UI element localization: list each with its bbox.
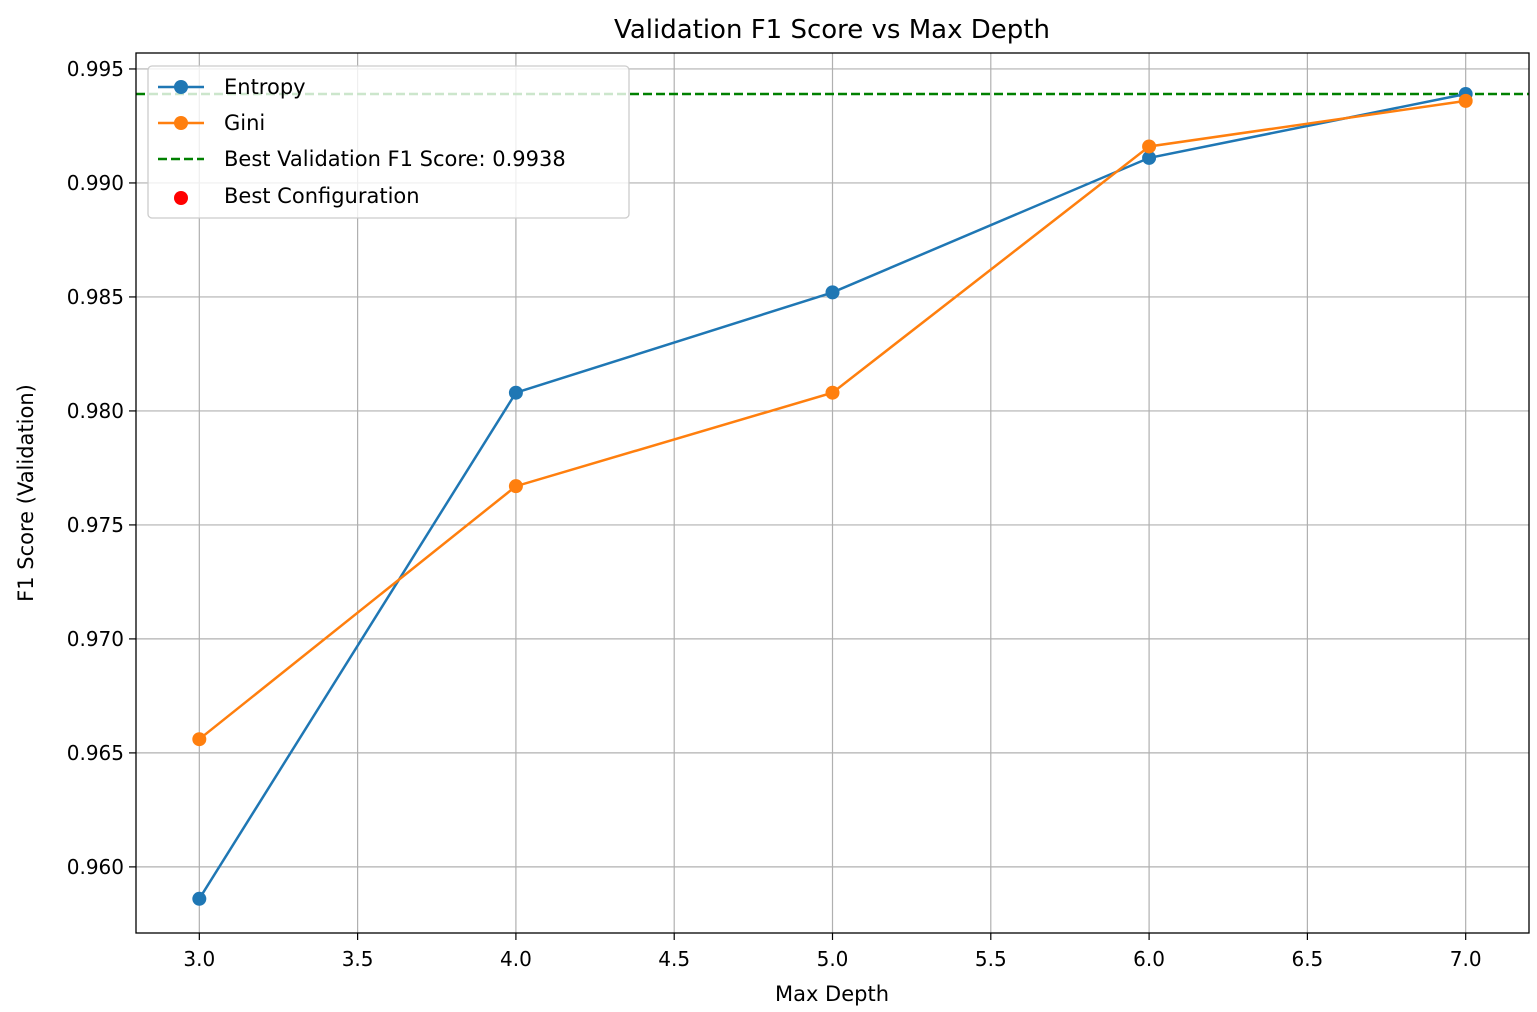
gini-data-point [825,385,840,400]
legend-entropy-label: Entropy [224,75,306,99]
gini-data-point [508,479,523,494]
gini-data-point [192,732,207,747]
x-tick-label: 5.0 [817,947,849,971]
x-tick-label: 5.5 [975,947,1007,971]
legend-gini-label: Gini [224,111,265,135]
y-tick-label: 0.970 [67,627,124,651]
chart-title: Validation F1 Score vs Max Depth [614,15,1050,45]
y-tick-label: 0.995 [67,57,124,81]
y-tick-label: 0.985 [67,285,124,309]
entropy-data-point [825,285,840,300]
legend-best-line-label: Best Validation F1 Score: 0.9938 [224,147,566,171]
entropy-data-point [192,891,207,906]
x-tick-label: 6.0 [1133,947,1165,971]
y-axis-title: F1 Score (Validation) [14,384,38,602]
x-tick-label: 4.5 [658,947,690,971]
entropy-data-point [1142,150,1157,165]
x-tick-label: 4.0 [500,947,532,971]
y-tick-label: 0.980 [67,399,124,423]
grid [136,53,1529,933]
gini-data-point [1458,93,1473,108]
legend-best-config-marker [174,191,188,205]
legend-box [147,65,630,219]
x-axis-title: Max Depth [775,982,889,1006]
y-tick-label: 0.960 [67,855,124,879]
x-axis: 3.0 3.5 4.0 4.5 5.0 5.5 6.0 6.5 7.0 [183,933,1482,971]
y-tick-label: 0.990 [67,171,124,195]
x-tick-label: 3.5 [342,947,374,971]
gini-data-point [1142,139,1157,154]
x-tick-label: 3.0 [183,947,215,971]
y-tick-label: 0.965 [67,741,124,765]
legend-entropy-marker [174,80,188,94]
legend-best-config-label: Best Configuration [224,184,420,208]
legend: Entropy Gini Best Validation F1 Score: 0… [147,65,630,219]
y-tick-label: 0.975 [67,513,124,537]
entropy-data-point [508,385,523,400]
series-group [192,87,1473,906]
y-axis: 0.960 0.965 0.970 0.975 0.980 0.985 0.990 0.995 [67,57,136,879]
x-tick-label: 6.5 [1291,947,1323,971]
x-tick-label: 7.0 [1450,947,1482,971]
legend-gini-marker [174,116,188,130]
